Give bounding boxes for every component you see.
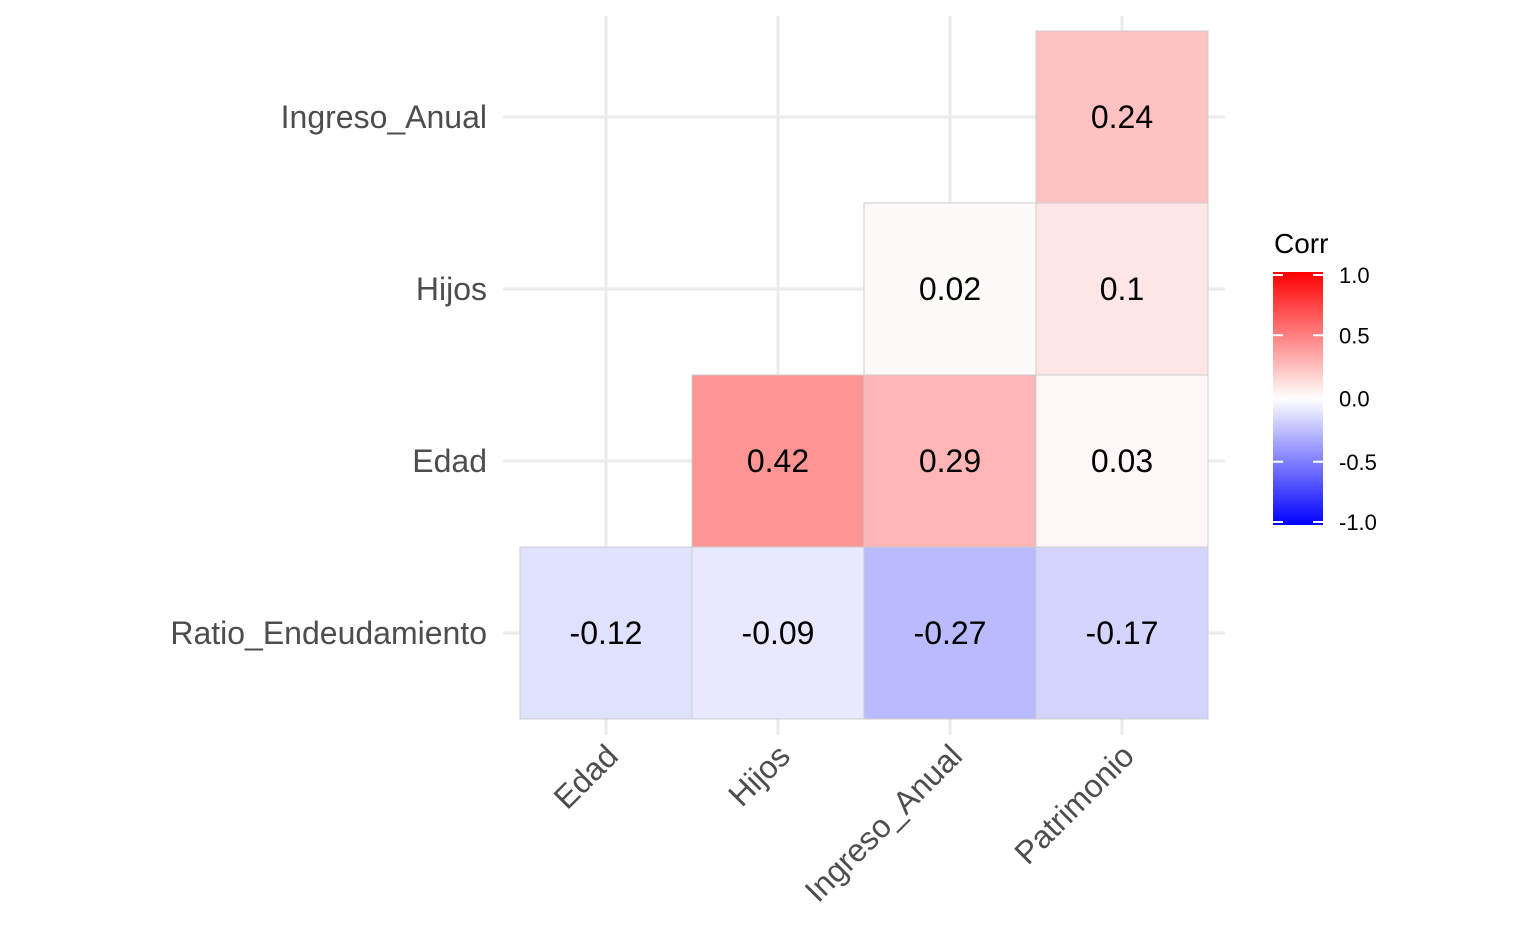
cell-value-label: 0.24 xyxy=(1091,99,1153,135)
cell-value-label: -0.09 xyxy=(742,615,815,651)
cell-value-label: -0.27 xyxy=(914,615,987,651)
x-tick-label: Ingreso_Anual xyxy=(798,737,969,908)
cell-value-label: 0.29 xyxy=(919,443,981,479)
legend-title: Corr xyxy=(1274,228,1328,259)
heatmap-cell xyxy=(863,374,1037,548)
heatmap-cell xyxy=(863,202,1037,376)
x-tick-label: Edad xyxy=(547,737,625,815)
cell-labels: -0.12 -0.09 -0.27 -0.17 0.42 0.29 0.03 0.02 0.1 0… xyxy=(570,99,1159,651)
legend-tick-label: 1.0 xyxy=(1339,263,1370,288)
heatmap-cell xyxy=(519,546,693,720)
legend: Corr 1.0 0.5 0.0 -0.5 -1.0 xyxy=(1273,228,1377,535)
cell-value-label: 0.03 xyxy=(1091,443,1153,479)
y-tick-label: Ingreso_Anual xyxy=(281,99,487,135)
cell-value-label: 0.02 xyxy=(919,271,981,307)
y-tick-label: Edad xyxy=(412,443,487,479)
cell-value-label: -0.17 xyxy=(1086,615,1159,651)
heatmap-cell xyxy=(691,546,865,720)
legend-tick-label: -1.0 xyxy=(1339,510,1377,535)
y-tick-label: Hijos xyxy=(416,271,487,307)
heatmap-cells xyxy=(519,30,1209,720)
heatmap-cell xyxy=(1035,546,1209,720)
heatmap-cell xyxy=(1035,202,1209,376)
legend-tick-label: -0.5 xyxy=(1339,450,1377,475)
heatmap-cell xyxy=(1035,30,1209,204)
x-tick-label: Patrimonio xyxy=(1007,737,1141,871)
x-tick-label: Hijos xyxy=(721,737,797,813)
cell-value-label: 0.42 xyxy=(747,443,809,479)
heatmap-cell xyxy=(863,546,1037,720)
legend-tick-label: 0.0 xyxy=(1339,387,1370,412)
cell-value-label: -0.12 xyxy=(570,615,643,651)
legend-tick-label: 0.5 xyxy=(1339,323,1370,348)
cell-value-label: 0.1 xyxy=(1100,271,1144,307)
y-tick-label: Ratio_Endeudamiento xyxy=(170,615,487,651)
